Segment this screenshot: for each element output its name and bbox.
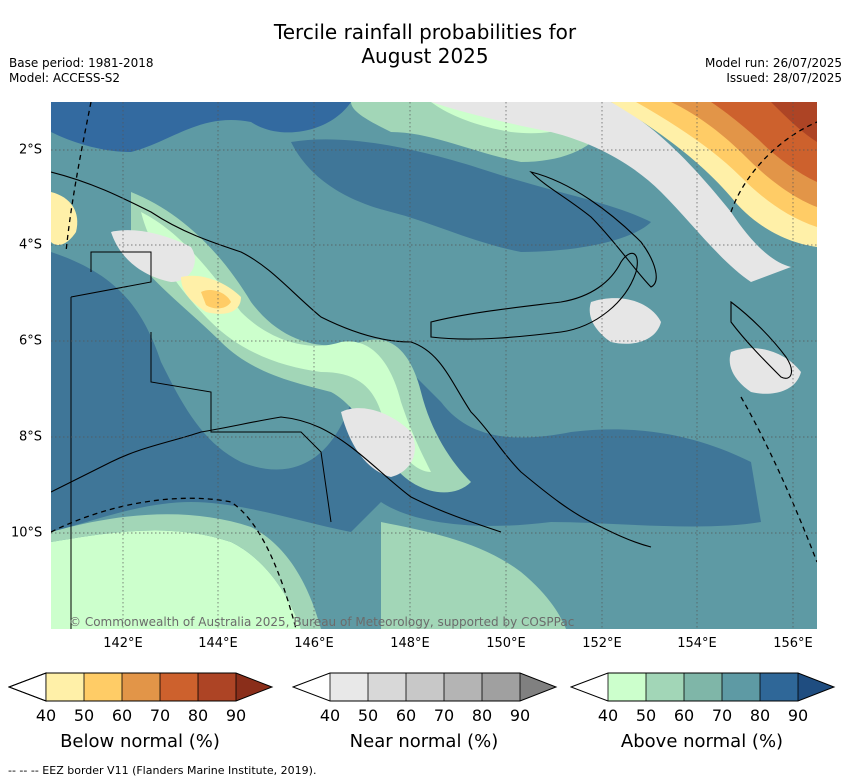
colorbar-swatch-below-1 (46, 673, 84, 701)
lon-label: 154°E (677, 636, 717, 651)
lon-label: 142°E (103, 636, 143, 651)
lon-label: 148°E (390, 636, 430, 651)
colorbar-swatch-below-2 (84, 673, 122, 701)
colorbar-swatch-above-3 (684, 673, 722, 701)
colorbar-above-tick: 40 (597, 706, 619, 725)
colorbar-swatch-above-0 (571, 673, 608, 701)
above-80-region-northcentral (291, 139, 651, 252)
below-60-region-central-west (201, 290, 231, 309)
below-90-region-northeast (771, 102, 817, 142)
colorbar-swatch-near-1 (330, 673, 368, 701)
colorbar-above-tick: 70 (711, 706, 733, 725)
colorbar-above-tick: 60 (673, 706, 695, 725)
colorbar-swatch-near-4 (444, 673, 482, 701)
map-title: Tercile rainfall probabilities for Augus… (0, 20, 850, 68)
colorbar-below-tick: 50 (73, 706, 95, 725)
colorbar-near-tick: 50 (357, 706, 379, 725)
lon-label: 150°E (486, 636, 526, 651)
colorbar-near-tick: 70 (433, 706, 455, 725)
meta-right: Model run: 26/07/2025 Issued: 28/07/2025 (705, 56, 842, 86)
new-britain-coastline (430, 252, 638, 340)
above-50-band-south (381, 522, 566, 629)
colorbar-swatch-above-6 (798, 673, 834, 701)
colorbar-swatch-near-3 (406, 673, 444, 701)
colorbar-swatch-near-5 (482, 673, 520, 701)
colorbar-swatch-near-6 (520, 673, 556, 701)
eez-footnote: -- -- -- EEZ border V11 (Flanders Marine… (8, 764, 317, 777)
rainfall-map (51, 102, 817, 629)
colorbar-swatch-above-5 (760, 673, 798, 701)
lat-label: 8°S (19, 429, 43, 445)
above-50-band-southwest (51, 514, 321, 629)
near-normal-patch-central (341, 408, 415, 477)
colorbar-above-label: Above normal (%) (620, 731, 784, 752)
below-50-region-west (51, 192, 78, 245)
colorbar-swatch-below-4 (160, 673, 198, 701)
colorbar-below-tick: 40 (35, 706, 57, 725)
near-normal-band-northeast (431, 102, 791, 282)
lat-label: 2°S (19, 142, 43, 158)
meta-left: Base period: 1981-2018 Model: ACCESS-S2 (9, 56, 154, 86)
colorbar-near-label: Near normal (%) (349, 731, 499, 752)
colorbar-near-tick: 60 (395, 706, 417, 725)
lat-label: 6°S (19, 333, 43, 349)
colorbar-above-tick: 90 (787, 706, 809, 725)
below-80-region-northeast (711, 102, 817, 182)
colorbar-swatch-near-0 (293, 673, 330, 701)
lon-label: 156°E (773, 636, 813, 651)
bougainville-coastline (730, 300, 792, 379)
colorbar-near-normal (292, 672, 558, 702)
colorbar-swatch-above-4 (722, 673, 760, 701)
title-line-2: August 2025 (361, 44, 489, 68)
border-line (70, 251, 332, 629)
colorbar-swatch-below-0 (8, 672, 47, 702)
colorbar-swatch-below-5 (198, 673, 236, 701)
above-80-region-north (51, 102, 351, 152)
colorbar-above-tick: 80 (749, 706, 771, 725)
colorbar-below-tick: 80 (187, 706, 209, 725)
lat-label: 4°S (19, 237, 43, 253)
near-normal-patch-southeast (729, 348, 801, 394)
colorbar-near-tick: 80 (471, 706, 493, 725)
colorbar-below-tick: 70 (149, 706, 171, 725)
title-line-1: Tercile rainfall probabilities for (273, 20, 577, 44)
lon-label: 152°E (582, 636, 622, 651)
above-40-band-southwest (51, 530, 301, 629)
colorbar-below-tick: 90 (225, 706, 247, 725)
colorbar-below-label: Below normal (%) (60, 731, 220, 752)
colorbar-swatch-below-3 (122, 673, 160, 701)
model-run: Model run: 26/07/2025 (704, 56, 842, 70)
colorbar-near-tick: 40 (319, 706, 341, 725)
new-guinea-coastline (51, 171, 652, 548)
lat-label: 10°S (11, 525, 43, 541)
colorbar-swatch-below-6 (236, 673, 272, 701)
eez-border-line (51, 102, 817, 629)
colorbar-swatch-near-2 (368, 673, 406, 701)
new-ireland-coastline (529, 170, 657, 288)
lon-label: 146°E (294, 636, 334, 651)
issued-date: Issued: 28/07/2025 (726, 71, 842, 85)
near-normal-patch-east (589, 298, 661, 344)
model-name: Model: ACCESS-S2 (9, 71, 121, 85)
base-period: Base period: 1981-2018 (9, 56, 154, 70)
copyright-notice: © Commonwealth of Australia 2025, Bureau… (69, 615, 575, 629)
lon-label: 144°E (198, 636, 238, 651)
above-40-band-central (141, 212, 431, 472)
colorbar-below-tick: 60 (111, 706, 133, 725)
colorbar-above-tick: 50 (635, 706, 657, 725)
colorbar-above-normal (570, 672, 836, 702)
colorbar-swatch-above-2 (646, 673, 684, 701)
colorbar-below-normal (8, 672, 274, 702)
colorbar-near-tick: 90 (509, 706, 531, 725)
colorbar-swatch-above-1 (608, 673, 646, 701)
near-normal-patch-west (111, 230, 195, 282)
